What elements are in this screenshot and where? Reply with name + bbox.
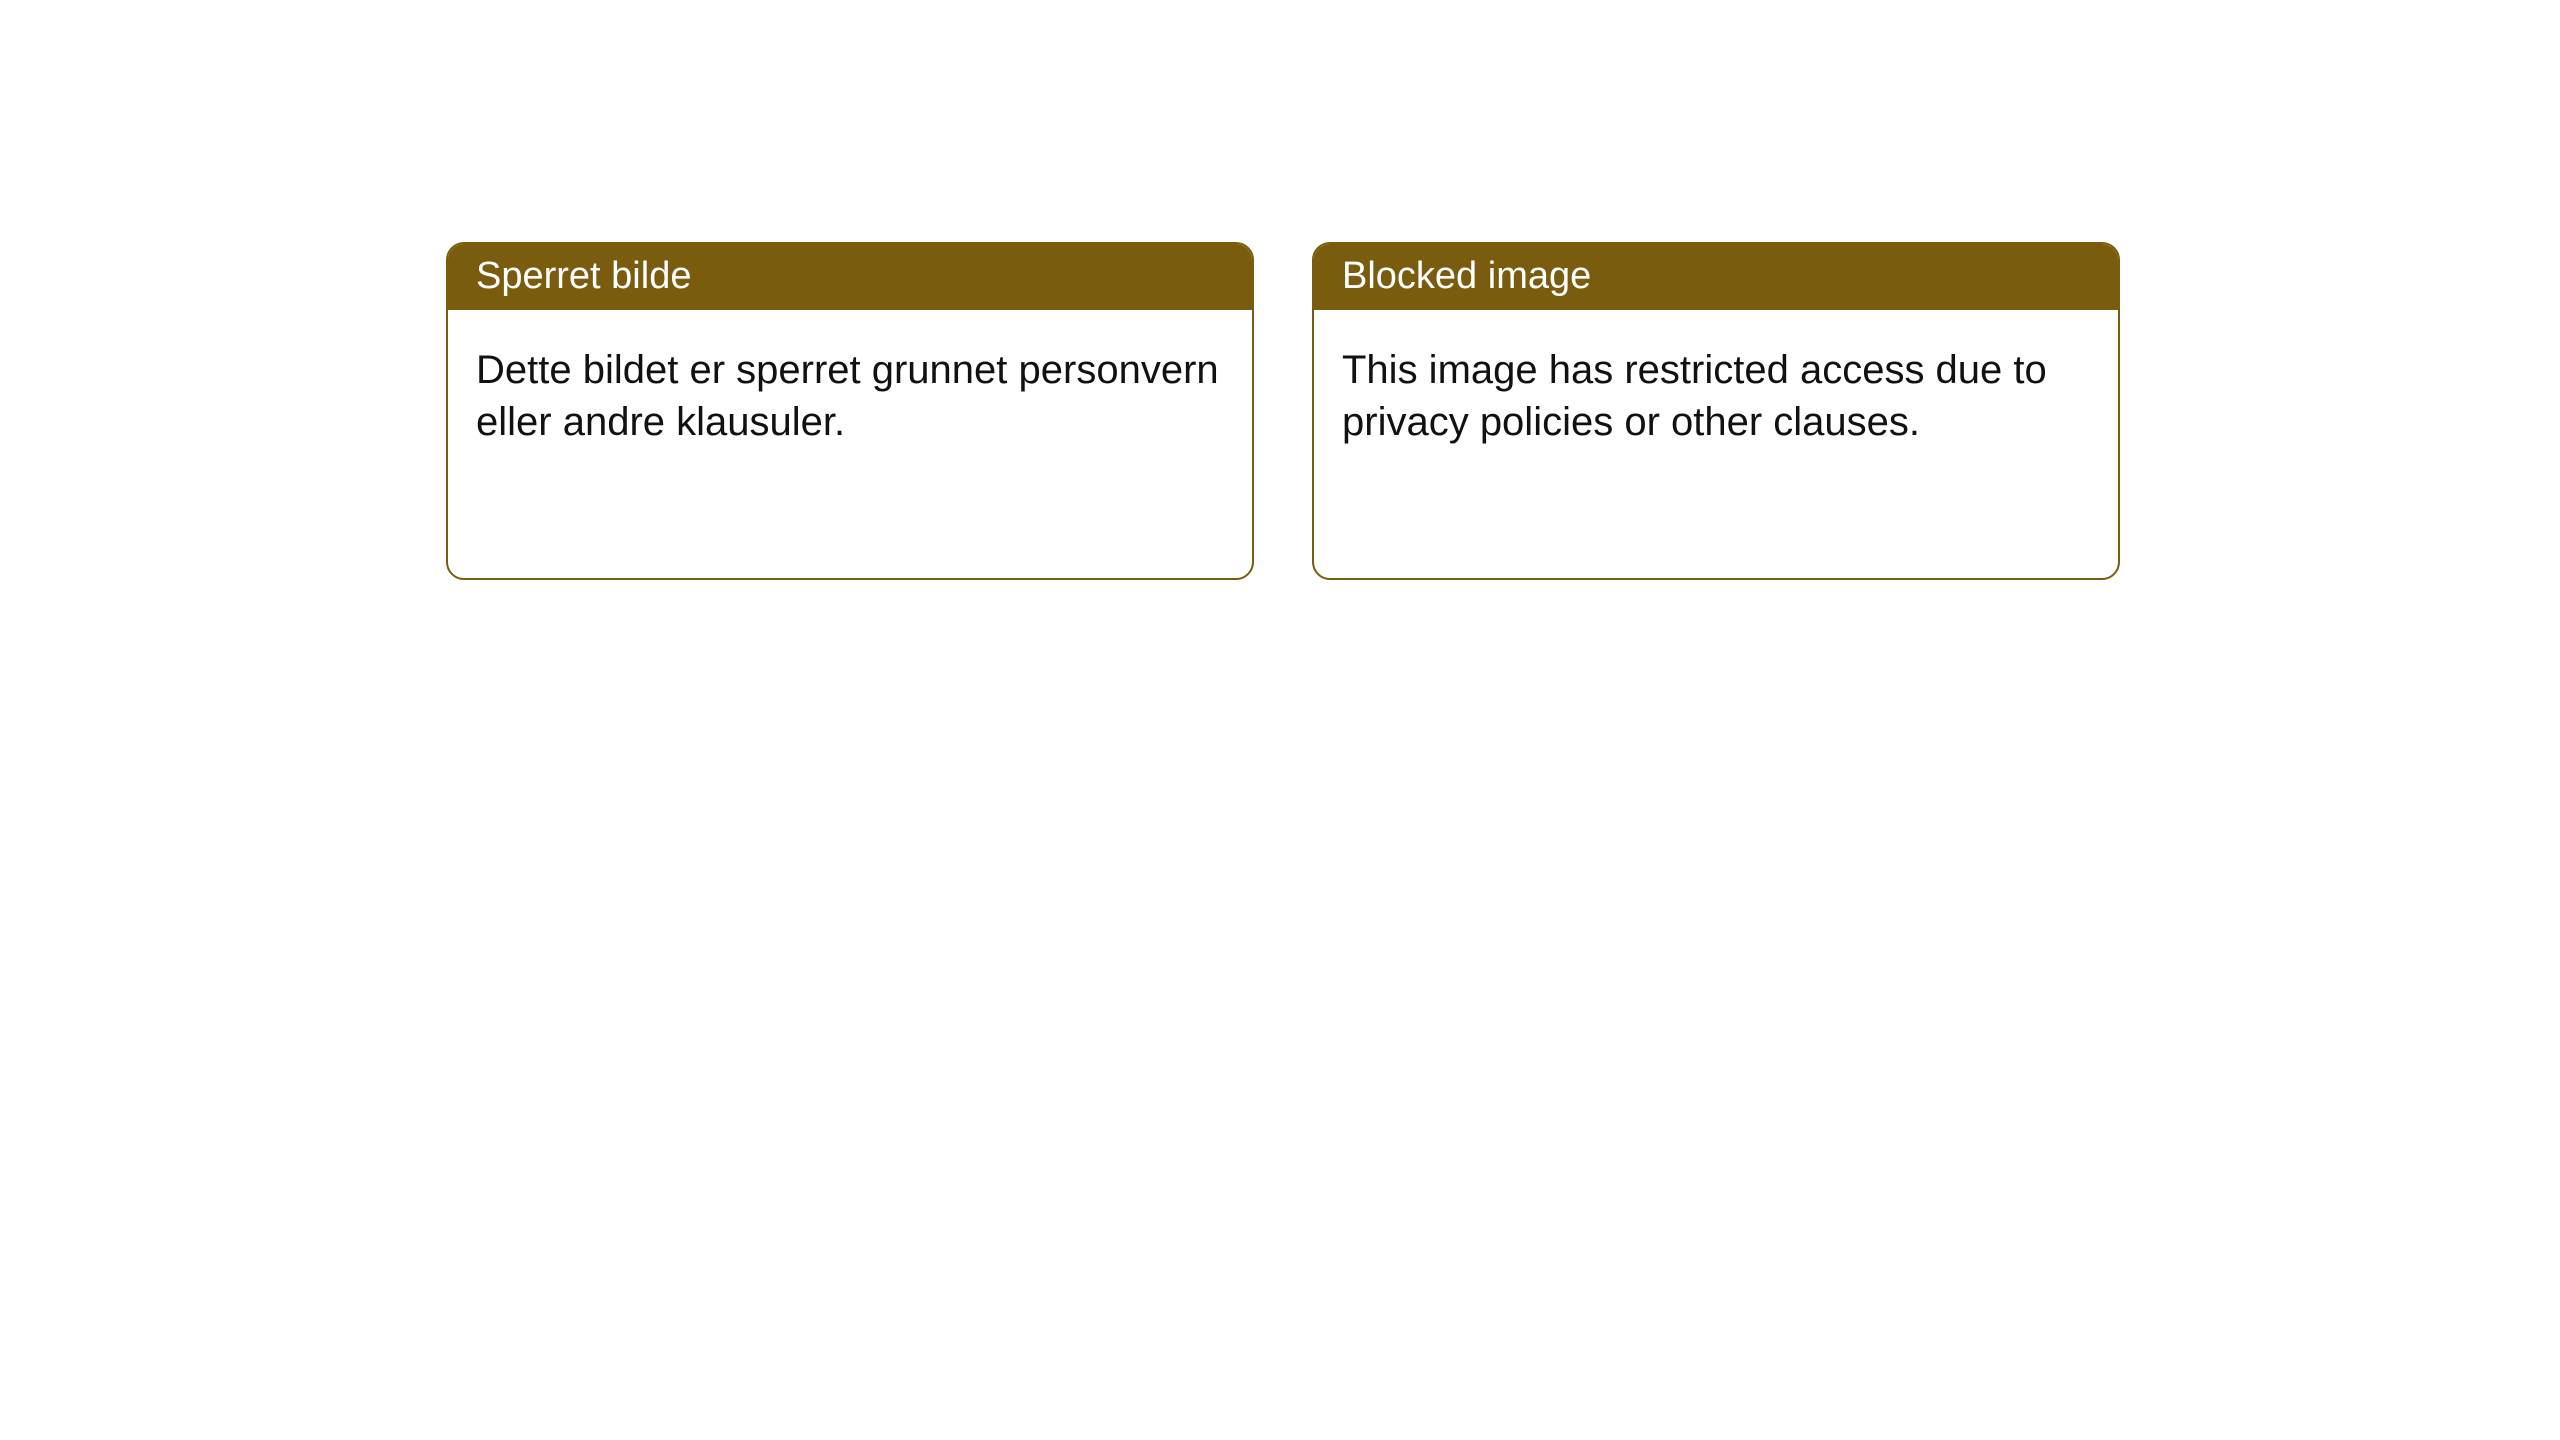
card-body: This image has restricted access due to …	[1314, 310, 2118, 482]
notice-container: Sperret bilde Dette bildet er sperret gr…	[0, 0, 2560, 580]
notice-card-english: Blocked image This image has restricted …	[1312, 242, 2120, 580]
notice-card-norwegian: Sperret bilde Dette bildet er sperret gr…	[446, 242, 1254, 580]
card-header: Blocked image	[1314, 244, 2118, 310]
card-body: Dette bildet er sperret grunnet personve…	[448, 310, 1252, 482]
card-header: Sperret bilde	[448, 244, 1252, 310]
